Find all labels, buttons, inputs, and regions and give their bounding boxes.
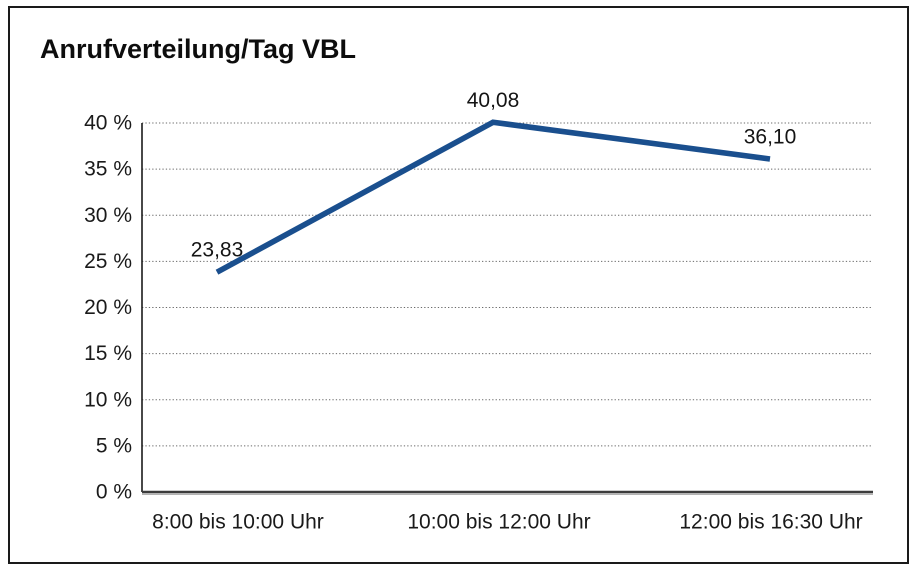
y-axis-tick-label: 20 % [84,296,132,319]
y-axis-tick-label: 0 % [96,481,132,504]
y-axis-tick-label: 25 % [84,250,132,273]
data-point-value-label: 36,10 [744,125,797,148]
chart-title: Anrufverteilung/Tag VBL [40,34,357,64]
chart-frame-border [8,6,909,564]
y-axis-tick-label: 5 % [96,434,132,457]
x-axis-category-label: 12:00 bis 16:30 Uhr [679,511,862,534]
data-line-series [215,119,771,275]
data-point-value-label: 23,83 [191,239,244,262]
y-axis-tick-label: 10 % [84,388,132,411]
data-point-value-label: 40,08 [467,89,520,112]
x-axis-category-label: 8:00 bis 10:00 Uhr [152,511,324,534]
y-axis-tick-label: 15 % [84,342,132,365]
y-axis-tick-label: 35 % [84,158,132,181]
x-axis-category-label: 10:00 bis 12:00 Uhr [407,511,590,534]
y-axis-tick-label: 40 % [84,112,132,135]
y-axis-tick-label: 30 % [84,204,132,227]
